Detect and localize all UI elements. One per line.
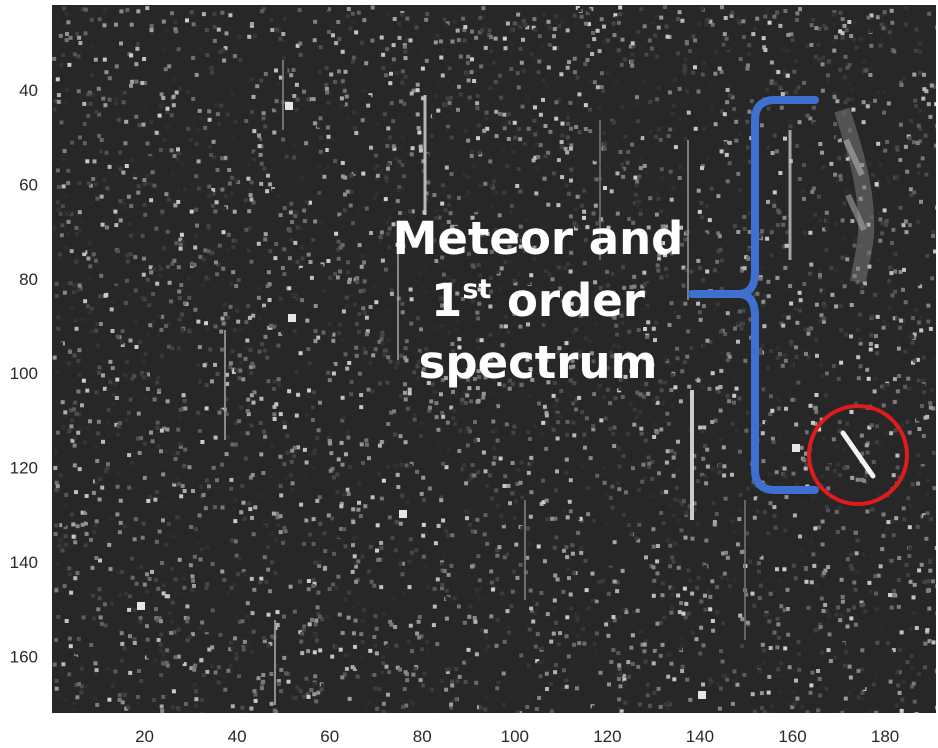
y-tick-label: 160 <box>10 647 38 666</box>
meteor-streak <box>840 430 876 479</box>
annotation-superscript: st <box>462 274 491 305</box>
annotation-line-1: Meteor and <box>393 212 684 265</box>
y-axis: 40 60 80 100 120 140 160 <box>10 81 38 666</box>
y-tick-label: 80 <box>19 270 38 289</box>
x-tick-label: 140 <box>686 727 714 746</box>
y-tick-label: 40 <box>19 81 38 100</box>
x-tick-label: 120 <box>593 727 621 746</box>
curly-brace-bracket <box>688 96 819 494</box>
y-tick-label: 140 <box>10 553 38 572</box>
x-tick-label: 80 <box>413 727 432 746</box>
annotation-line-2: 1st order <box>431 274 646 327</box>
spectral-streaks <box>137 60 800 705</box>
x-tick-label: 40 <box>228 727 247 746</box>
noise-texture <box>52 5 936 713</box>
x-tick-label: 60 <box>320 727 339 746</box>
y-tick-label: 120 <box>10 459 38 478</box>
highlight-circle <box>807 404 909 506</box>
y-tick-label: 60 <box>19 175 38 194</box>
x-tick-label: 100 <box>501 727 529 746</box>
x-tick-label: 160 <box>778 727 806 746</box>
x-tick-label: 20 <box>135 727 154 746</box>
x-axis: 20 40 60 80 100 120 140 160 180 <box>135 727 899 746</box>
x-tick-label: 180 <box>871 727 899 746</box>
annotation-line-3: spectrum <box>419 336 658 389</box>
y-tick-label: 100 <box>10 364 38 383</box>
meteor-spectrum-band <box>834 107 875 284</box>
